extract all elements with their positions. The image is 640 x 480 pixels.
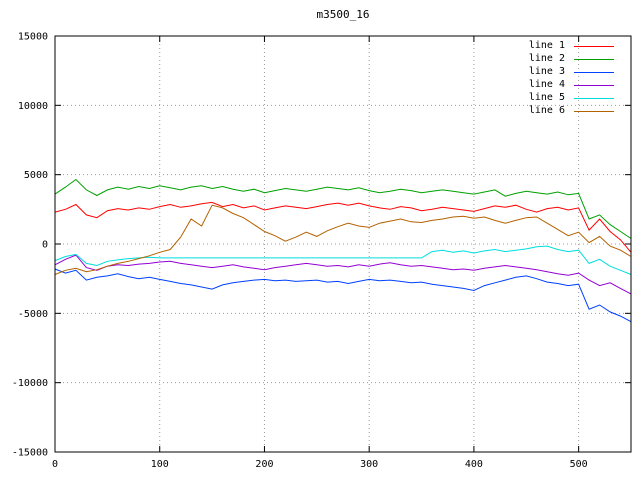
svg-text:100: 100 [151,459,169,470]
legend-line-sample [574,97,614,99]
svg-text:500: 500 [570,459,588,470]
svg-text:300: 300 [360,459,378,470]
legend-line-sample [574,71,614,73]
svg-text:400: 400 [465,459,483,470]
svg-text:15000: 15000 [18,32,48,43]
svg-text:10000: 10000 [18,101,48,112]
legend-item: line 2 [529,54,614,64]
legend-label: line 6 [528,105,565,116]
series-line-2 [54,178,632,239]
series-line-4 [54,254,632,295]
legend-label: line 1 [528,40,565,51]
legend-line-sample [574,110,614,112]
legend-line-sample [574,84,614,86]
svg-text:0: 0 [52,459,58,470]
series-lines [54,178,632,323]
legend-item: line 4 [529,80,614,90]
legend-item: line 5 [529,93,614,103]
plot-border [54,35,632,453]
legend-item: line 3 [529,67,614,77]
legend-label: line 3 [528,66,565,77]
legend-item: line 1 [529,41,614,51]
svg-text:0: 0 [42,240,48,251]
series-line-5 [54,245,632,275]
legend-line-sample [574,45,614,47]
series-line-1 [54,201,632,253]
legend-label: line 4 [528,79,565,90]
series-line-3 [54,268,632,323]
legend-label: line 2 [528,53,565,64]
legend: line 1 line 2 line 3 line 4 line 5 line … [529,41,614,116]
legend-label: line 5 [528,92,565,103]
tick-labels: 0 100 200 300 400 500 -15000 -10000 -5000 0 5000 10… [12,32,588,471]
series-line-6 [54,204,632,275]
legend-item: line 6 [529,106,614,116]
chart-title: m3500_16 [316,8,370,21]
svg-text:-15000: -15000 [12,448,48,459]
svg-text:200: 200 [255,459,273,470]
svg-text:-10000: -10000 [12,378,48,389]
legend-line-sample [574,58,614,60]
svg-text:5000: 5000 [24,170,48,181]
svg-text:-5000: -5000 [18,309,48,320]
